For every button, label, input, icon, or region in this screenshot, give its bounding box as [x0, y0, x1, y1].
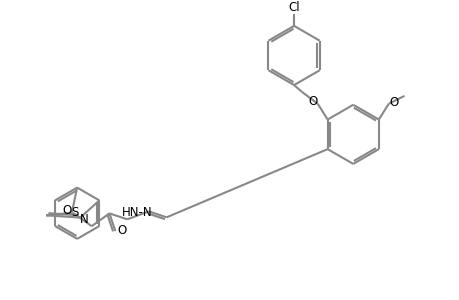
Text: O: O	[388, 96, 397, 109]
Text: N: N	[80, 213, 89, 226]
Text: O: O	[118, 224, 127, 237]
Text: S: S	[71, 206, 78, 219]
Text: Cl: Cl	[288, 1, 299, 13]
Text: HN-N: HN-N	[122, 206, 152, 219]
Text: O: O	[62, 204, 71, 217]
Text: O: O	[308, 95, 317, 108]
